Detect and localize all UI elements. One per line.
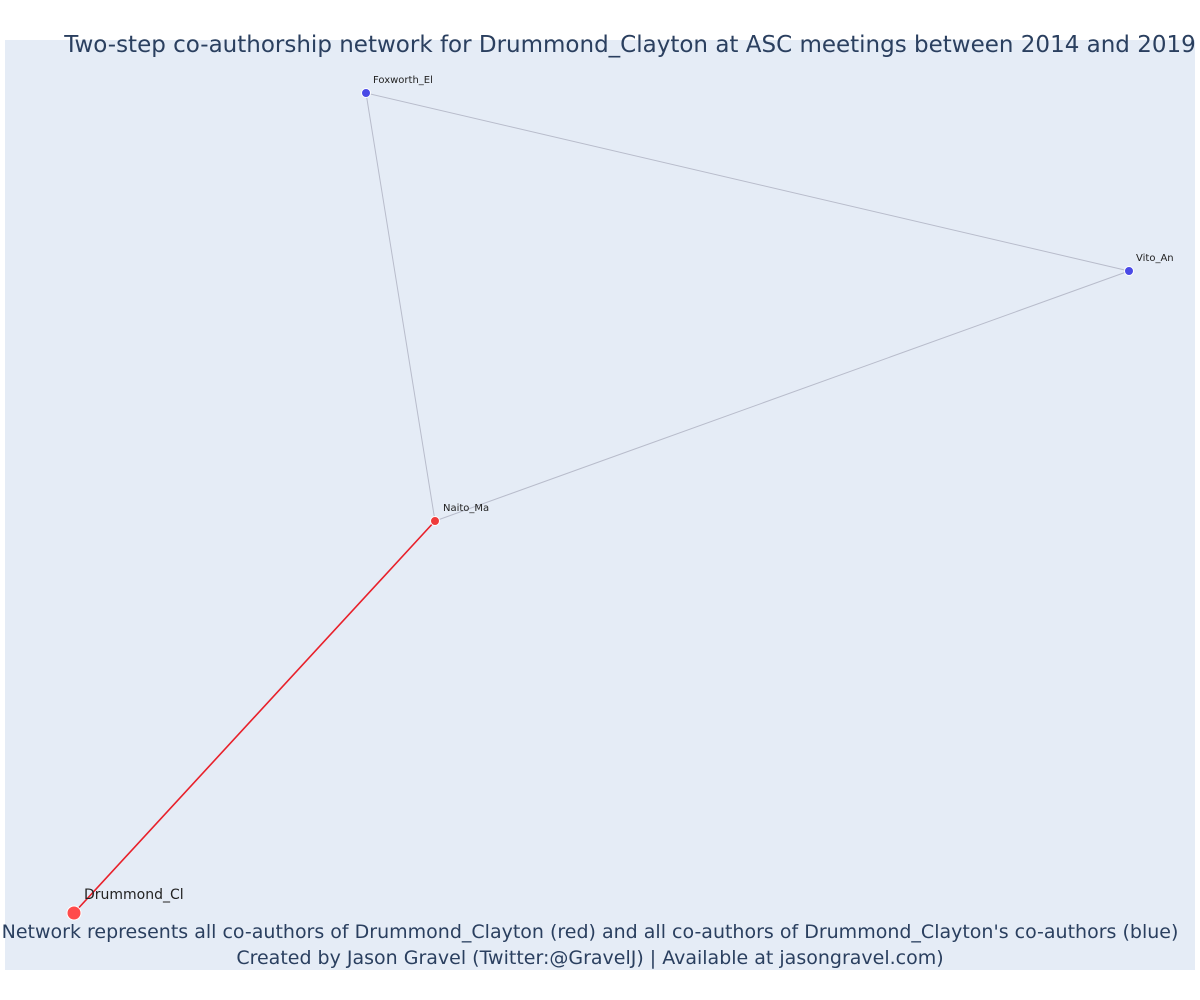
node-naito <box>430 516 440 526</box>
edge-naito-vito <box>434 270 1130 522</box>
edge-drummond-naito <box>73 520 436 914</box>
edge-foxworth-vito <box>365 92 1130 272</box>
node-label-naito: Naito_Ma <box>443 503 489 514</box>
node-vito <box>1124 266 1134 276</box>
figure-title: Two-step co-authorship network for Drumm… <box>63 32 1196 58</box>
figure-caption-line2: Created by Jason Gravel (Twitter:@Gravel… <box>236 947 943 969</box>
node-label-vito: Vito_An <box>1136 253 1174 264</box>
plot-background <box>5 40 1195 970</box>
node-foxworth <box>361 88 371 98</box>
figure-caption-line1: Network represents all co-authors of Dru… <box>2 921 1179 943</box>
nodes-layer: Drummond_Cl Naito_Ma Foxworth_El Vito_An <box>66 75 1174 921</box>
node-drummond <box>66 905 82 921</box>
edge-naito-foxworth <box>365 92 436 522</box>
node-label-drummond: Drummond_Cl <box>84 887 184 903</box>
edges-layer <box>73 92 1130 914</box>
node-label-foxworth: Foxworth_El <box>373 75 433 86</box>
